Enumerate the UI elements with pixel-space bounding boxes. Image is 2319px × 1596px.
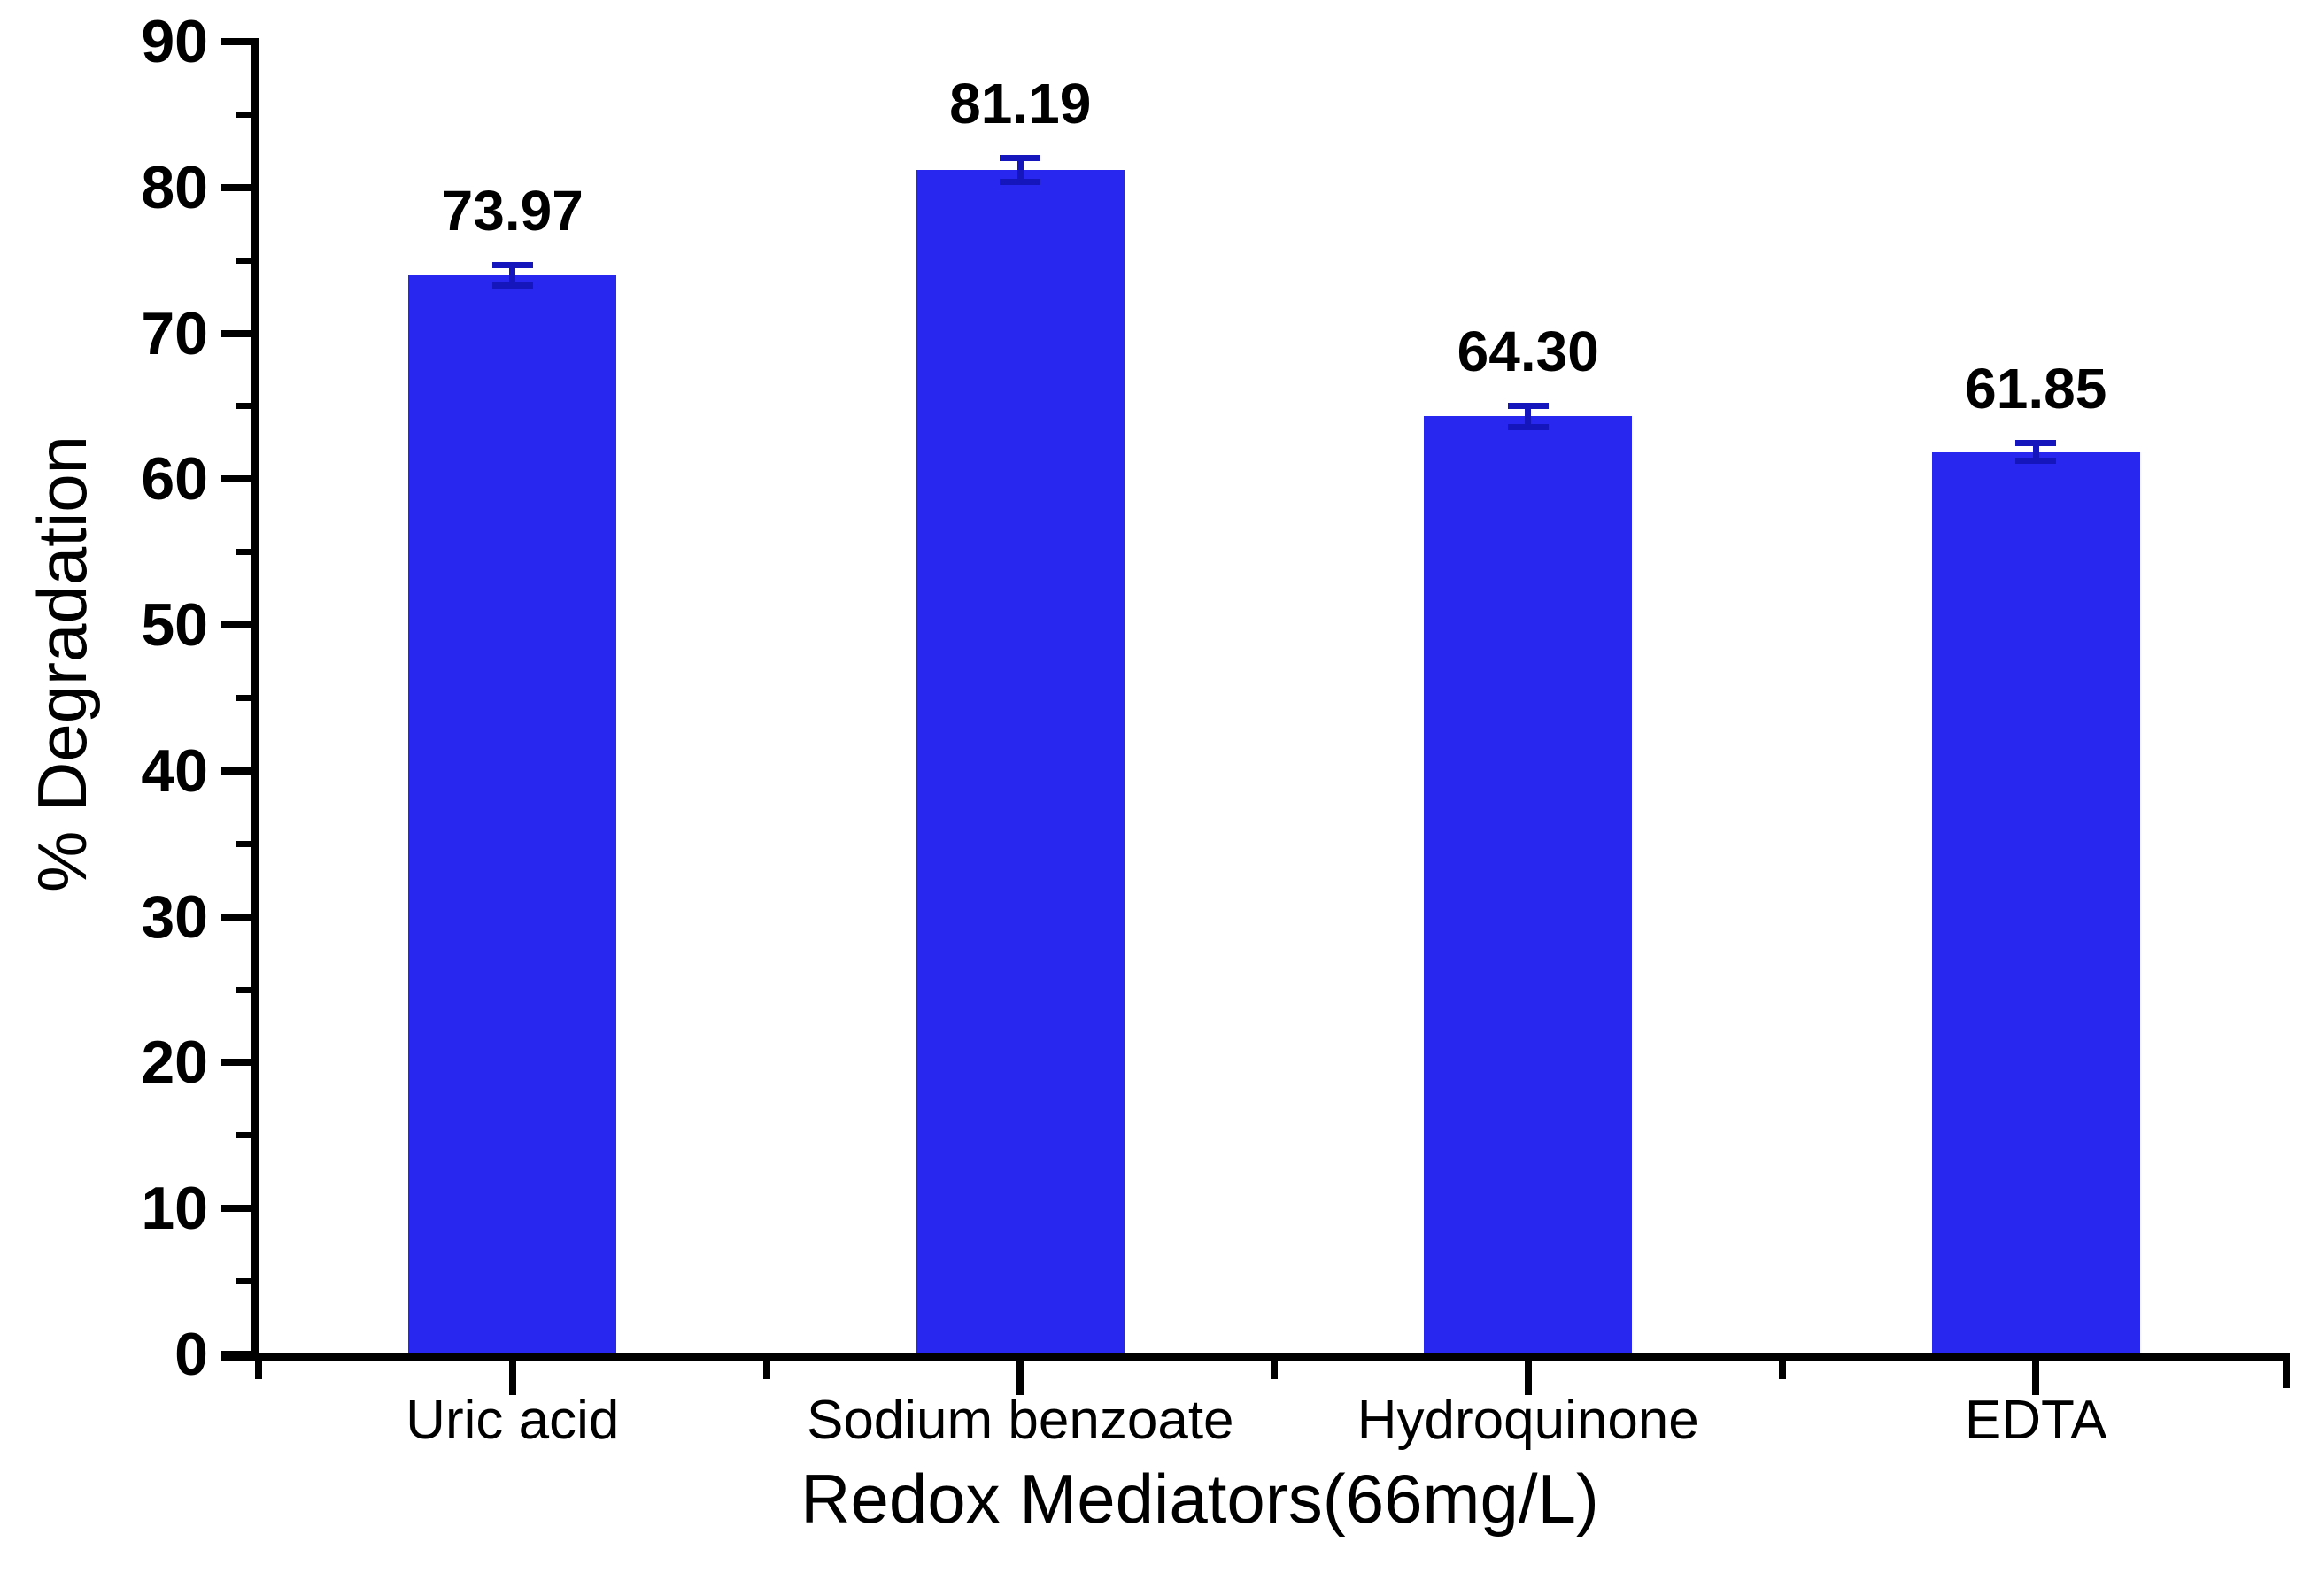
y-major-tick [221,38,259,45]
error-bar-cap-top [2015,440,2057,447]
bar [1424,416,1633,1354]
error-bar-cap-bottom [2015,458,2057,465]
error-bar-line [1016,158,1024,182]
x-major-tick [508,1354,516,1395]
error-bar-cap-top [491,262,533,269]
x-major-tick [2032,1354,2040,1395]
y-tick-label: 40 [141,736,208,805]
y-major-tick [221,1205,259,1213]
x-axis-line [221,1353,2290,1361]
bar-value-label: 61.85 [1965,356,2107,420]
x-boundary-tick [762,1354,770,1379]
x-category-label: Uric acid [406,1390,620,1451]
bar [408,275,617,1354]
bar-value-label: 81.19 [949,71,1092,135]
bar [1931,451,2140,1354]
y-major-tick [221,1059,259,1067]
y-minor-tick [236,257,259,264]
y-minor-tick [236,1278,259,1285]
x-axis-title: Redox Mediators(66mg/L) [800,1460,1599,1538]
x-major-tick [1524,1354,1532,1395]
y-minor-tick [236,840,259,847]
y-minor-tick [236,549,259,556]
y-major-tick [221,475,259,483]
y-tick-label: 70 [141,299,208,367]
y-tick-label: 50 [141,591,208,659]
y-tick-label: 80 [141,153,208,221]
y-minor-tick [236,695,259,701]
error-bar-cap-top [1507,403,1549,410]
x-major-tick [1016,1354,1024,1395]
y-major-tick [221,767,259,775]
y-major-tick [221,621,259,629]
y-tick-label: 30 [141,883,208,951]
y-major-tick [221,913,259,921]
y-tick-label: 0 [174,1321,208,1388]
x-boundary-tick [255,1354,262,1379]
y-minor-tick [236,1132,259,1139]
y-tick-label: 20 [141,1029,208,1097]
y-axis-line [251,38,259,1358]
y-minor-tick [236,986,259,993]
error-bar-line [1525,405,1532,427]
x-axis-end-cap [2283,1353,2290,1388]
error-bar-cap-bottom [1000,178,1041,185]
y-tick-label: 90 [141,8,208,75]
y-minor-tick [236,111,259,118]
y-tick-label: 10 [141,1175,208,1243]
bar-value-label: 73.97 [441,178,584,243]
error-bar-line [509,265,516,286]
y-minor-tick [236,403,259,410]
x-category-label: EDTA [1964,1390,2107,1451]
y-tick-label: 60 [141,445,208,513]
y-major-tick [221,329,259,337]
x-category-label: Sodium benzoate [806,1390,1234,1451]
x-boundary-tick [1271,1354,1278,1379]
error-bar-line [2032,443,2039,461]
error-bar-cap-bottom [1507,423,1549,430]
error-bar-cap-bottom [491,282,533,289]
bar [916,170,1125,1354]
bar-value-label: 64.30 [1457,319,1599,383]
error-bar-cap-top [1000,155,1041,162]
x-boundary-tick [1778,1354,1786,1379]
x-category-label: Hydroquinone [1357,1390,1699,1451]
y-major-tick [221,183,259,191]
